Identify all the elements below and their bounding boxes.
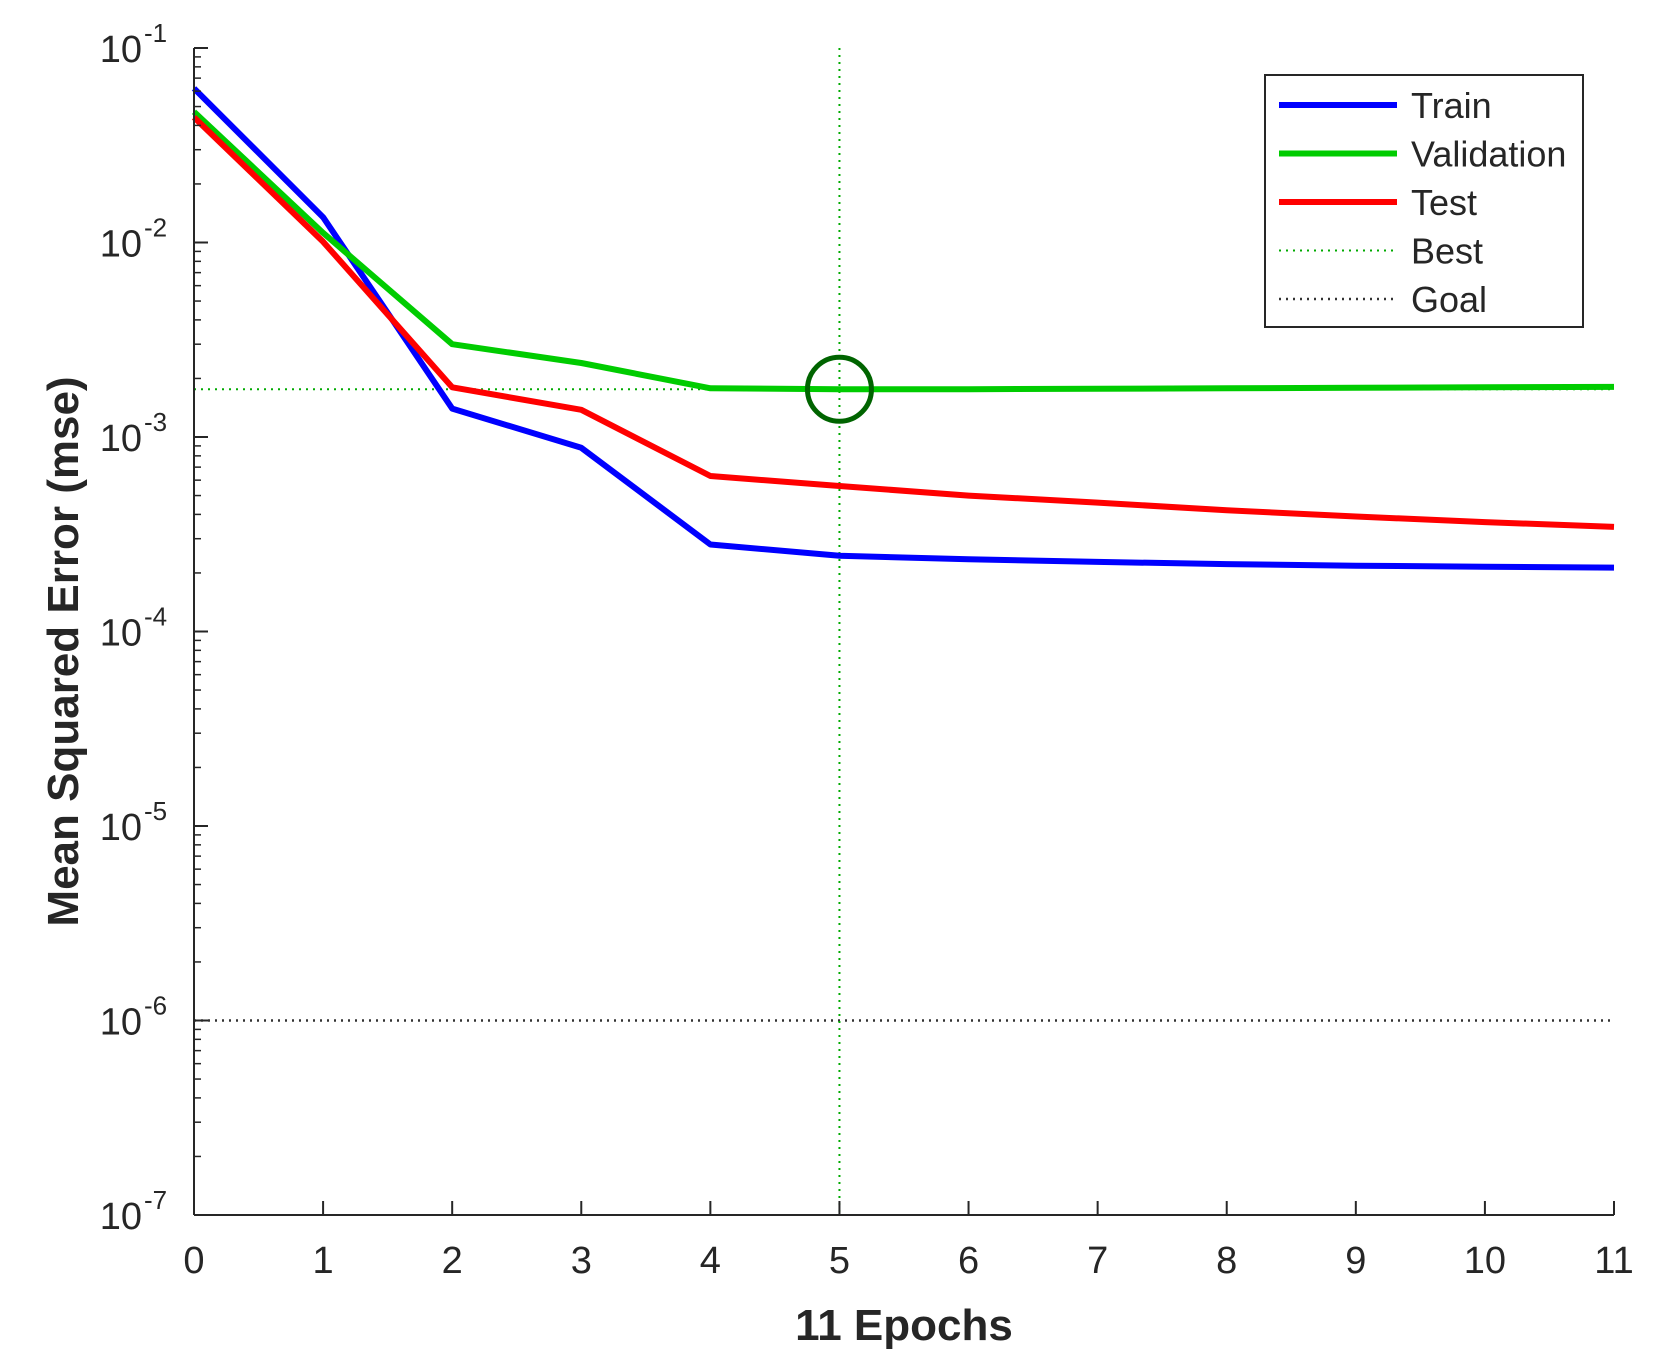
legend-label-validation: Validation (1411, 134, 1566, 175)
series-validation-line (191, 109, 1615, 393)
y-tick-label: 10 (100, 1196, 142, 1238)
x-tick-label: 6 (958, 1240, 979, 1282)
y-tick-label: 10 (100, 1002, 142, 1044)
x-tick-label: 1 (313, 1240, 334, 1282)
y-tick-label: 10 (100, 224, 142, 266)
x-tick-label: 4 (700, 1240, 721, 1282)
series-lines (191, 86, 1615, 571)
legend-label-goal: Goal (1411, 279, 1487, 320)
x-axis-title: 11 Epochs (795, 1301, 1013, 1350)
legend-label-test: Test (1411, 182, 1477, 223)
y-axis-title: Mean Squared Error (mse) (39, 376, 88, 926)
y-tick-exponent: -2 (144, 213, 167, 243)
x-tick-label: 2 (442, 1240, 463, 1282)
y-tick-exponent: -4 (144, 602, 167, 632)
series-test-line (191, 115, 1615, 530)
legend-box (1264, 74, 1584, 328)
x-tick-label: 11 (1594, 1240, 1633, 1282)
x-tick-label: 8 (1216, 1240, 1237, 1282)
best-marker (804, 354, 874, 424)
series-train-line (191, 86, 1615, 571)
y-tick-label: 10 (100, 613, 142, 655)
y-tick-exponent: -5 (144, 796, 167, 826)
y-tick-label: 10 (100, 29, 142, 71)
x-tick-label: 3 (571, 1240, 592, 1282)
y-tick-exponent: -3 (144, 407, 167, 437)
y-tick-exponent: -1 (144, 18, 167, 48)
legend-label-best: Best (1411, 231, 1483, 272)
x-tick-label: 5 (829, 1240, 850, 1282)
y-tick-exponent: -6 (144, 991, 167, 1021)
legend-label-train: Train (1411, 85, 1492, 126)
y-tick-label: 10 (100, 418, 142, 460)
x-tick-label: 7 (1087, 1240, 1108, 1282)
y-tick-exponent: -7 (144, 1185, 167, 1215)
y-tick-label: 10 (100, 807, 142, 849)
legend: Train Validation Test Best Goal (1264, 74, 1584, 328)
x-tick-label: 0 (183, 1240, 204, 1282)
x-tick-label: 9 (1345, 1240, 1366, 1282)
x-tick-label: 10 (1464, 1240, 1506, 1282)
